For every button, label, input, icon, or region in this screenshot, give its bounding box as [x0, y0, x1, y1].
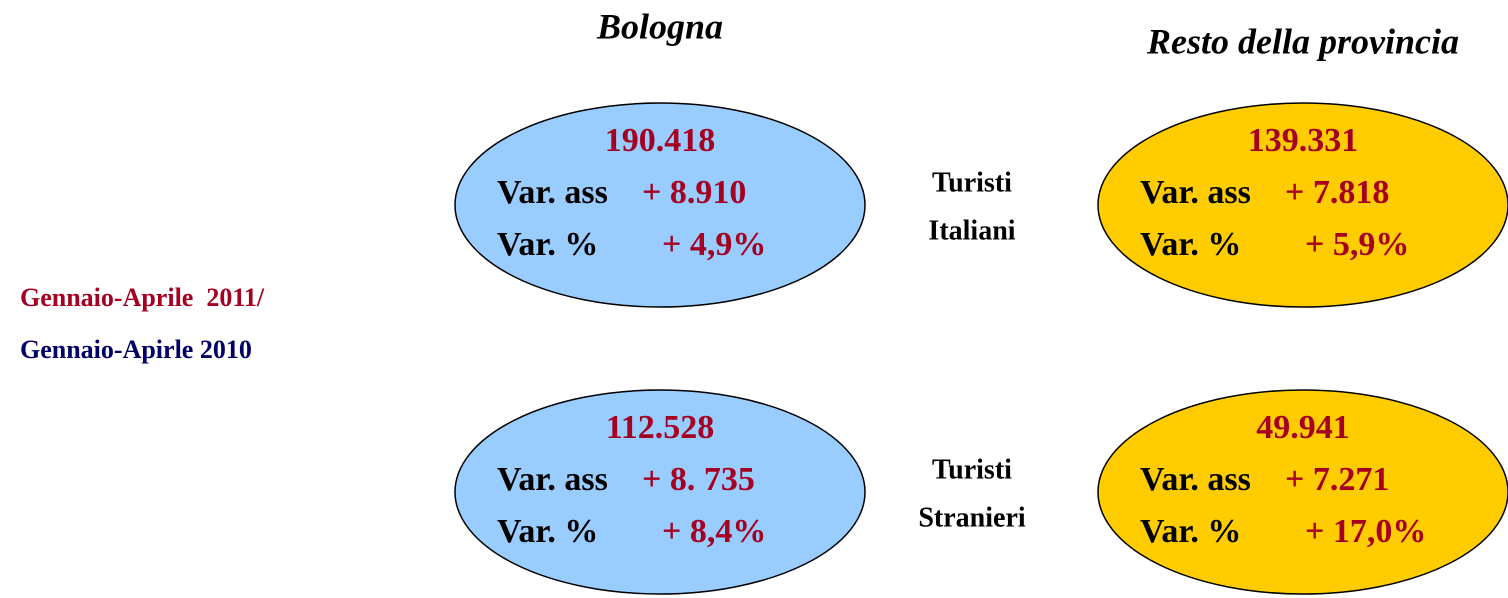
abs-label: Var. ass — [1140, 461, 1251, 498]
column-title: Resto della provincia — [1146, 21, 1459, 61]
cell-ellipse — [1097, 102, 1508, 308]
cell-ellipse — [454, 102, 866, 308]
abs-label: Var. ass — [497, 461, 608, 498]
period-line2: Gennaio-Apirle 2010 — [20, 335, 252, 364]
period-line1: Gennaio-Aprile 2011/ — [20, 283, 265, 312]
row-label: Turisti — [932, 454, 1012, 485]
row-label: Stranieri — [918, 502, 1026, 533]
pct-value: + 17,0% — [1305, 513, 1426, 550]
pct-value: + 4,9% — [662, 226, 766, 263]
pct-label: Var. % — [497, 226, 598, 263]
pct-value: + 5,9% — [1305, 226, 1409, 263]
cell-total: 112.528 — [606, 409, 715, 446]
pct-label: Var. % — [497, 513, 598, 550]
column-title: Bologna — [596, 6, 723, 46]
abs-value: + 7.271 — [1285, 461, 1389, 498]
abs-value: + 8. 735 — [642, 461, 755, 498]
row-label: Turisti — [932, 167, 1012, 198]
abs-label: Var. ass — [1140, 174, 1251, 211]
cell-ellipse — [454, 389, 866, 595]
abs-value: + 7.818 — [1285, 174, 1389, 211]
cell-total: 139.331 — [1248, 122, 1359, 159]
pct-value: + 8,4% — [662, 513, 766, 550]
cell-total: 49.941 — [1256, 409, 1350, 446]
pct-label: Var. % — [1140, 226, 1241, 263]
pct-label: Var. % — [1140, 513, 1241, 550]
cell-total: 190.418 — [605, 122, 716, 159]
row-label: Italiani — [928, 215, 1015, 246]
abs-value: + 8.910 — [642, 174, 746, 211]
abs-label: Var. ass — [497, 174, 608, 211]
cell-ellipse — [1097, 389, 1508, 595]
